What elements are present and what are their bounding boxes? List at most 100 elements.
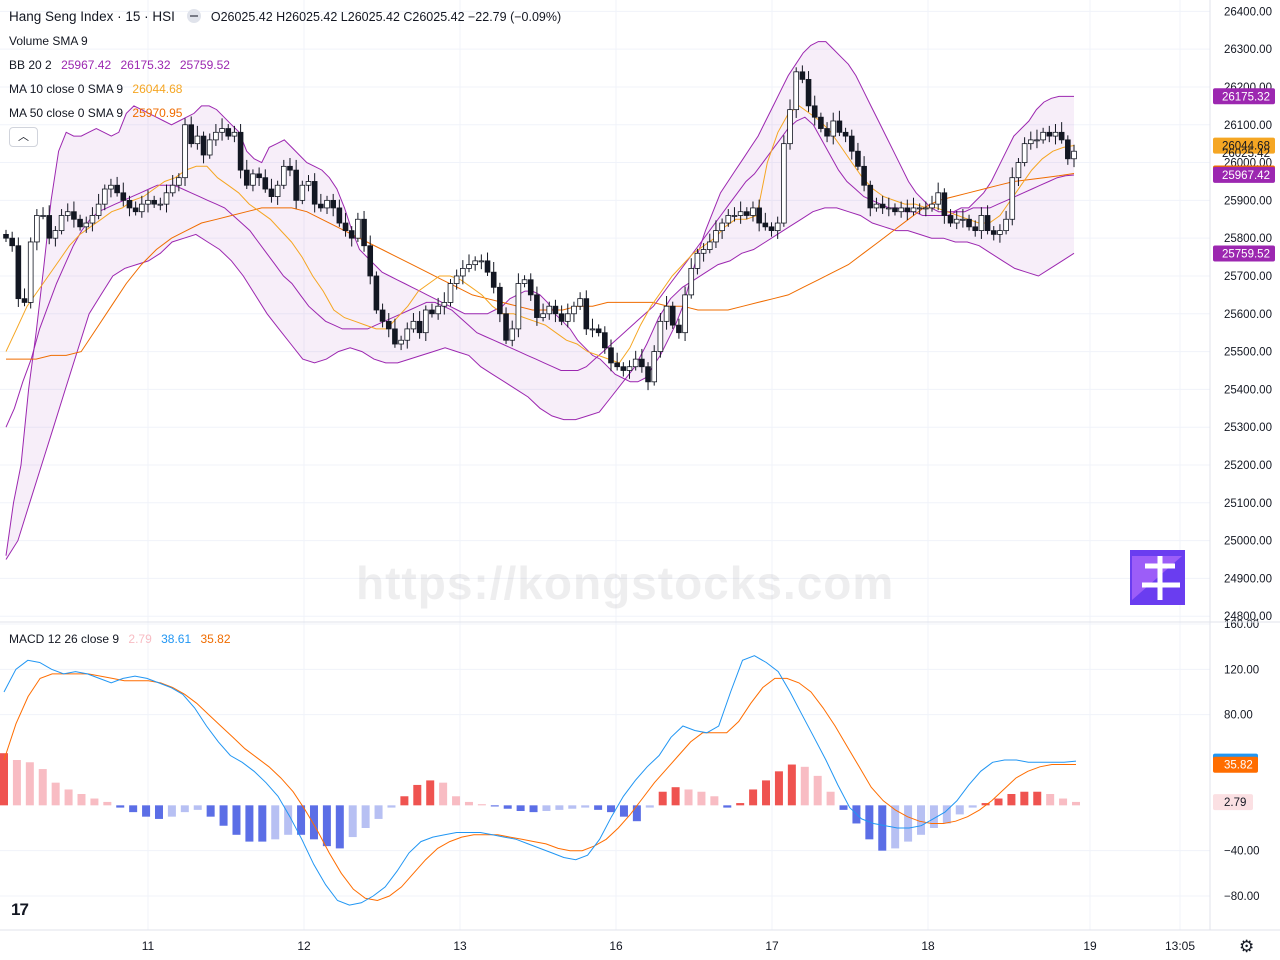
macd-hist-bar bbox=[904, 805, 913, 842]
candle-body bbox=[898, 207, 904, 213]
candle-body bbox=[713, 230, 719, 243]
macd-hist-bar bbox=[762, 780, 771, 806]
candle-body bbox=[71, 211, 77, 220]
candle-body bbox=[422, 309, 429, 334]
macd-hist-bar bbox=[387, 805, 396, 808]
candle-body bbox=[651, 351, 658, 383]
volume-legend[interactable]: Volume SMA 9 bbox=[9, 34, 88, 48]
candle-body bbox=[947, 215, 954, 224]
price-tick-label: 25300.00 bbox=[1224, 422, 1272, 434]
macd-hist-bar bbox=[581, 805, 590, 808]
macd-hist-bar bbox=[736, 803, 745, 806]
macd-hist-bar bbox=[917, 805, 926, 835]
candle-body bbox=[793, 71, 799, 111]
candle-body bbox=[231, 131, 238, 137]
candle-body bbox=[1065, 139, 1071, 160]
candle-body bbox=[293, 169, 299, 201]
candle-body bbox=[929, 203, 935, 209]
time-tick-label: 16 bbox=[609, 939, 623, 953]
candle-body bbox=[34, 215, 40, 243]
candle-body bbox=[379, 309, 386, 322]
macd-line bbox=[3, 655, 1077, 906]
candle-body bbox=[15, 245, 22, 300]
macd-hist-bar bbox=[284, 805, 293, 835]
macd-hist-bar bbox=[787, 764, 796, 806]
macd-hist-bar bbox=[632, 805, 641, 822]
candle-body bbox=[52, 230, 59, 239]
time-tick-label: 13:05 bbox=[1165, 939, 1195, 953]
candle-body bbox=[169, 184, 176, 194]
macd-hist-bar bbox=[671, 787, 680, 806]
macd-legend[interactable]: MACD 12 26 close 9 2.79 38.61 35.82 bbox=[9, 632, 231, 646]
gear-icon[interactable]: ⚙ bbox=[1239, 937, 1255, 956]
macd-hist-bar bbox=[297, 805, 306, 835]
bb-legend[interactable]: BB 20 2 25967.42 26175.32 25759.52 bbox=[9, 58, 230, 72]
candle-body bbox=[953, 218, 960, 224]
candle-body bbox=[509, 328, 516, 341]
candle-body bbox=[256, 173, 262, 179]
candle-body bbox=[1021, 143, 1028, 163]
macd-hist-bar bbox=[697, 791, 706, 806]
candle-body bbox=[558, 313, 565, 322]
candle-body bbox=[145, 199, 151, 205]
candle-body bbox=[923, 207, 929, 210]
candle-body bbox=[639, 358, 645, 368]
ma50-legend[interactable]: MA 50 close 0 SMA 9 25970.95 bbox=[9, 106, 182, 120]
candle-body bbox=[385, 320, 392, 330]
macd-hist-bar bbox=[516, 805, 525, 811]
ma50-params: 50 close 0 SMA 9 bbox=[29, 106, 124, 120]
bb-basis-value: 25967.42 bbox=[61, 58, 112, 72]
watermark-text: https://kongstocks.com bbox=[356, 557, 895, 609]
candle-body bbox=[46, 215, 53, 239]
candle-body bbox=[237, 131, 244, 171]
macd-hist-bar bbox=[981, 803, 990, 806]
macd-hist-bar bbox=[193, 805, 202, 810]
macd-hist-bar bbox=[12, 760, 21, 806]
candle-body bbox=[966, 218, 972, 228]
macd-tick-label: 120.00 bbox=[1224, 664, 1259, 676]
candle-body bbox=[750, 207, 756, 216]
candle-body bbox=[1009, 177, 1016, 220]
candle-body bbox=[904, 207, 911, 213]
macd-hist-bar bbox=[361, 805, 370, 828]
candle-body bbox=[484, 260, 491, 273]
candle-body bbox=[663, 305, 670, 322]
macd-hist-bar bbox=[206, 805, 215, 817]
macd-hist-value: 2.79 bbox=[128, 632, 152, 646]
market-status-icon bbox=[186, 9, 201, 23]
macd-hist-bar bbox=[64, 789, 73, 806]
symbol-title[interactable]: Hang Seng Index · 15 · HSI bbox=[9, 9, 175, 24]
ma10-legend[interactable]: MA 10 close 0 SMA 9 26044.68 bbox=[9, 82, 182, 96]
macd-hist-bar bbox=[309, 805, 318, 840]
macd-hist-bar bbox=[180, 805, 189, 813]
candle-body bbox=[848, 135, 855, 152]
macd-label-signal bbox=[1213, 756, 1258, 773]
price-tick-label: 25500.00 bbox=[1224, 347, 1272, 359]
candle-body bbox=[583, 298, 590, 330]
candle-body bbox=[497, 286, 503, 315]
price-label-text: 26175.32 bbox=[1222, 91, 1270, 103]
candle-body bbox=[787, 109, 793, 145]
candle-body bbox=[527, 279, 534, 296]
candle-body bbox=[564, 313, 571, 322]
macd-hist-bar bbox=[658, 791, 667, 806]
candle-body bbox=[731, 215, 738, 217]
macd-hist-bar bbox=[774, 771, 783, 806]
macd-hist-bar bbox=[929, 805, 938, 828]
macd-hist-bar bbox=[464, 801, 473, 806]
tradingview-logo[interactable]: 17 bbox=[11, 900, 29, 919]
candle-body bbox=[287, 165, 293, 171]
candle-body bbox=[416, 320, 423, 334]
candle-body bbox=[188, 124, 195, 145]
price-label-bb_lower bbox=[1213, 245, 1275, 262]
macd-hist-bar bbox=[1007, 794, 1016, 806]
time-tick-label: 18 bbox=[921, 939, 935, 953]
candle-body bbox=[281, 165, 287, 186]
candle-body bbox=[694, 252, 701, 269]
collapse-legend-button[interactable]: ︿ bbox=[9, 127, 38, 147]
candle-body bbox=[77, 218, 83, 228]
candle-body bbox=[632, 358, 639, 368]
candle-body bbox=[367, 245, 374, 277]
candle-body bbox=[126, 199, 133, 209]
